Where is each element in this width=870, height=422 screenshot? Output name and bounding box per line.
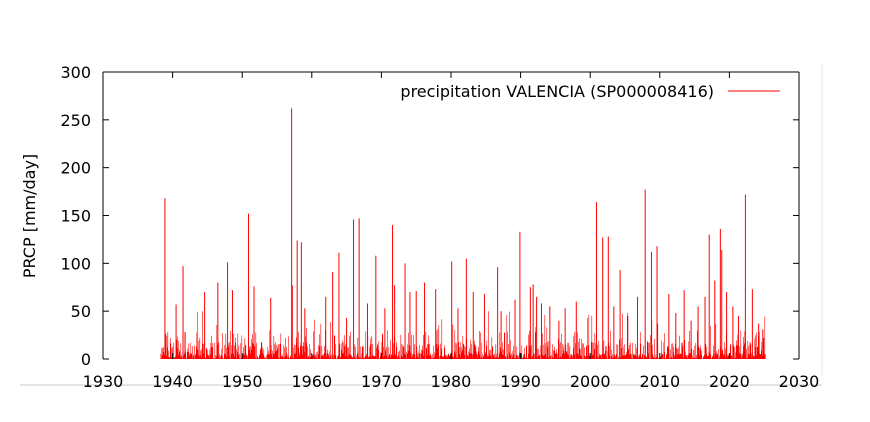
x-tick-label: 2000 <box>570 372 611 391</box>
y-tick-label: 300 <box>60 63 91 82</box>
y-tick-label: 0 <box>81 350 91 369</box>
x-tick-label: 1970 <box>361 372 402 391</box>
legend-label: precipitation VALENCIA (SP000008416) <box>400 82 714 101</box>
y-tick-label: 250 <box>60 111 91 130</box>
x-tick-label: 2010 <box>639 372 680 391</box>
series-bars <box>160 108 766 359</box>
y-tick-label: 50 <box>71 302 91 321</box>
precipitation-spikes <box>160 311 766 359</box>
x-tick-label: 2020 <box>709 372 750 391</box>
x-tick-label: 1960 <box>291 372 332 391</box>
y-axis-label: PRCP [mm/day] <box>20 154 39 278</box>
x-tick-label: 1940 <box>152 372 193 391</box>
x-tick-label: 2030 <box>779 372 820 391</box>
y-tick-label: 150 <box>60 207 91 226</box>
x-tick-label: 1930 <box>83 372 124 391</box>
plot-frame <box>20 64 823 386</box>
x-tick-label: 1980 <box>431 372 472 391</box>
x-axis-ticks: 1930 1940 1950 1960 1970 1980 1990 2000 2010 2020… <box>83 72 820 391</box>
y-tick-label: 200 <box>60 159 91 178</box>
y-tick-label: 100 <box>60 254 91 273</box>
y-axis-ticks: 0 50 100 150 200 250 300 <box>60 63 799 369</box>
legend: precipitation VALENCIA (SP000008416) <box>400 82 780 101</box>
x-tick-label: 1950 <box>222 372 263 391</box>
x-tick-label: 1990 <box>500 372 541 391</box>
